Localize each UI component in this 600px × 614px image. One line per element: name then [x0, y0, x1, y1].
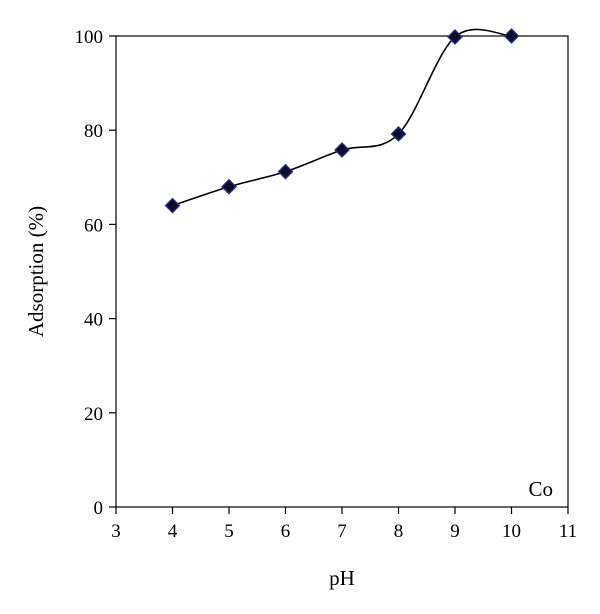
data-point — [277, 163, 294, 180]
y-tick-label: 60 — [84, 215, 103, 236]
y-tick-label: 80 — [84, 121, 103, 142]
data-point — [221, 178, 237, 195]
x-tick-label: 8 — [394, 521, 404, 542]
data-point — [334, 142, 350, 158]
x-tick-label: 7 — [337, 521, 347, 542]
data-point — [447, 29, 463, 45]
y-tick-label: 100 — [75, 27, 104, 48]
y-tick-label: 0 — [94, 498, 104, 519]
y-axis-title: Adsorption (%) — [24, 206, 48, 337]
plot-frame — [115, 35, 569, 508]
y-tick-label: 20 — [84, 404, 103, 425]
y-tick-label: 40 — [84, 310, 103, 331]
x-tick-label: 9 — [450, 521, 460, 542]
data-point — [390, 126, 407, 142]
x-tick-label: 5 — [224, 521, 234, 542]
series-line — [172, 28, 512, 207]
axes: 3 4 5 6 7 8 9 10 11 0 20 40 60 80 100 — [75, 27, 578, 542]
x-tick-label: 11 — [559, 521, 577, 542]
data-point — [503, 28, 520, 44]
x-tick-label: 6 — [281, 521, 291, 542]
x-tick-label: 3 — [111, 521, 121, 542]
data-point — [164, 197, 181, 214]
series-1 — [164, 28, 520, 214]
series-annotation: Co — [528, 477, 553, 501]
x-tick-label: 10 — [502, 521, 521, 542]
x-axis-title: pH — [329, 566, 355, 590]
x-tick-label: 4 — [168, 521, 178, 542]
